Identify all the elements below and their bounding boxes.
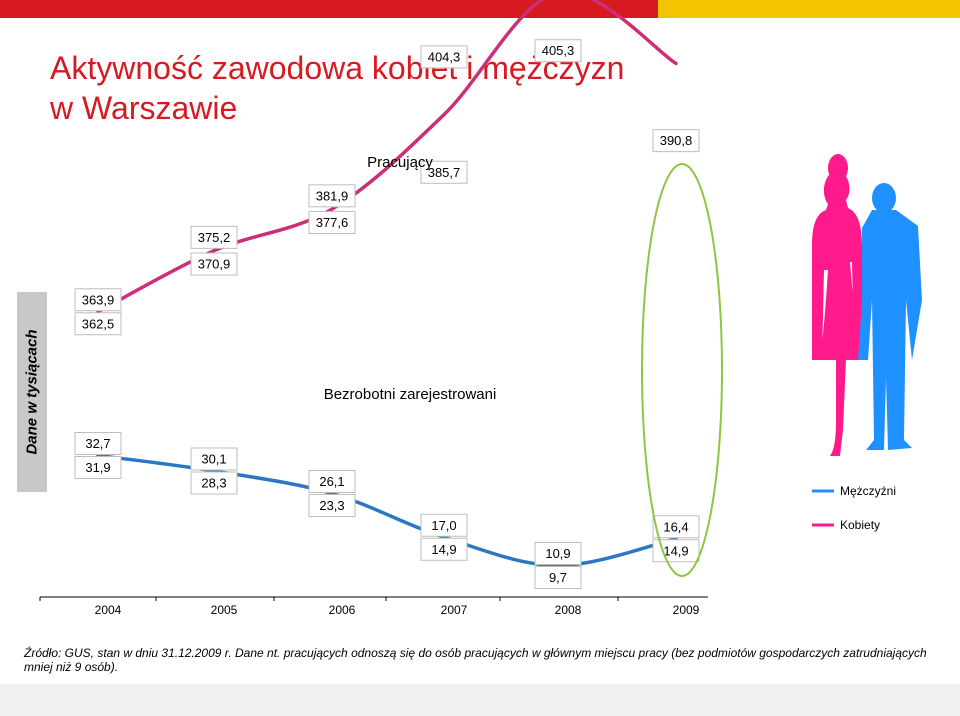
data-label-box [308, 494, 356, 517]
data-label-box [74, 288, 122, 312]
data-label-pracujacy-k-2005: 370,9 [190, 252, 238, 276]
data-label-box [534, 542, 582, 565]
data-label-text: 405,3 [542, 43, 575, 58]
data-label-pracujacy-m-2004: 363,9 [74, 288, 122, 312]
y-axis-label-box [17, 292, 47, 492]
x-tick-label-2009: 2009 [673, 603, 700, 617]
legend-label-women: Kobiety [840, 518, 880, 532]
bottom-banner [0, 684, 960, 716]
data-label-box [534, 39, 582, 63]
data-label-box [420, 160, 468, 184]
data-label-box [308, 210, 356, 234]
data-label-pracujacy-m-2006: 381,9 [308, 184, 356, 208]
data-label-bezrobotni-k-2009: 16,4 [652, 515, 700, 539]
data-label-box [308, 470, 356, 493]
data-label-pracujacy-k-2007: 385,7 [420, 160, 468, 184]
data-label-bezrobotni-k-2008: 10,9 [534, 542, 582, 565]
x-tick-label-2007: 2007 [441, 603, 468, 617]
data-label-box [190, 471, 238, 495]
data-label-text: 32,7 [85, 436, 110, 451]
data-label-box [74, 432, 122, 455]
section-label-pracujacy: Pracujący [367, 154, 433, 171]
woman-silhouette-icon [812, 154, 862, 456]
x-tick-label-2006: 2006 [329, 603, 356, 617]
highlight-2009 [641, 163, 723, 577]
top-banner-red [0, 0, 658, 18]
data-label-pracujacy-k-2009: 390,8 [652, 129, 700, 153]
data-labels: 363,9375,2381,9404,3424,2415,7362,5370,9… [74, 39, 700, 589]
data-label-text: 390,8 [660, 133, 693, 148]
data-label-text: 30,1 [201, 452, 226, 467]
data-label-text: 370,9 [198, 257, 231, 272]
bezrobotni-trend-line [96, 453, 678, 568]
figures [812, 154, 922, 456]
data-label-box [652, 129, 700, 153]
top-banner [0, 0, 960, 18]
data-label-box [420, 45, 468, 69]
data-label-bezrobotni-k-2005: 30,1 [190, 447, 238, 471]
data-label-box [74, 456, 122, 479]
slide-title-line2: w Warszawie [50, 90, 238, 126]
data-label-pracujacy-k-2006: 377,6 [308, 210, 356, 234]
data-label-bezrobotni-k-2004: 32,7 [74, 432, 122, 455]
data-label-bezrobotni-m-2006: 23,3 [308, 494, 356, 517]
data-label-text: 14,9 [663, 543, 688, 558]
data-label-text: 16,4 [663, 519, 688, 534]
x-axis: 2004 2005 2006 2007 2008 2009 [39, 596, 708, 617]
legend-label-men: Mężczyźni [840, 484, 896, 498]
data-label-box [420, 513, 468, 537]
data-label-text: 381,9 [316, 188, 349, 203]
data-label-bezrobotni-m-2007: 14,9 [420, 537, 468, 561]
data-label-text: 375,2 [198, 230, 231, 245]
data-label-text: 14,9 [431, 542, 456, 557]
data-label-text: 31,9 [85, 460, 110, 475]
section-labels: Pracujący Bezrobotni zarejestrowani [324, 154, 497, 403]
data-label-bezrobotni-k-2007: 17,0 [420, 513, 468, 537]
data-label-text: 10,9 [545, 546, 570, 561]
data-label-pracujacy-m-2007: 404,3 [420, 45, 468, 69]
chart-lines [96, 0, 678, 568]
highlight-ellipse [641, 163, 723, 577]
data-label-text: 28,3 [201, 476, 226, 491]
data-label-box [308, 184, 356, 208]
data-label-text: 362,5 [82, 316, 115, 331]
data-label-text: 9,7 [549, 570, 567, 585]
data-label-box [190, 225, 238, 249]
data-label-box [420, 537, 468, 561]
slide-title: Aktywność zawodowa kobiet i mężczyzn w W… [50, 48, 624, 128]
data-label-pracujacy-m-2005: 375,2 [190, 225, 238, 249]
man-silhouette-icon [858, 183, 922, 450]
slide-title-line1: Aktywność zawodowa kobiet i mężczyzn [50, 50, 625, 86]
data-label-text: 363,9 [82, 292, 115, 307]
data-label-bezrobotni-m-2004: 31,9 [74, 456, 122, 479]
data-label-box [190, 447, 238, 471]
top-banner-yellow [658, 0, 960, 18]
data-label-box [190, 252, 238, 276]
section-label-bezrobotni: Bezrobotni zarejestrowani [324, 386, 497, 403]
data-label-text: 377,6 [316, 215, 349, 230]
x-tick-label-2008: 2008 [555, 603, 582, 617]
data-label-box [74, 312, 122, 336]
data-label-box [652, 515, 700, 539]
data-label-bezrobotni-k-2006: 26,1 [308, 470, 356, 493]
data-label-text: 404,3 [428, 49, 461, 64]
data-label-text: 23,3 [319, 498, 344, 513]
source-note: Źródło: GUS, stan w dniu 31.12.2009 r. D… [24, 646, 927, 674]
data-label-bezrobotni-m-2005: 28,3 [190, 471, 238, 495]
data-label-bezrobotni-m-2008: 9,7 [534, 566, 582, 589]
data-label-box [534, 566, 582, 589]
data-label-pracujacy-k-2004: 362,5 [74, 312, 122, 336]
legend: Mężczyźni Kobiety [812, 484, 896, 532]
x-tick-label-2004: 2004 [95, 603, 122, 617]
data-label-text: 385,7 [428, 165, 461, 180]
data-label-text: 26,1 [319, 474, 344, 489]
data-label-text: 17,0 [431, 518, 456, 533]
data-label-pracujacy-k-2008: 405,3 [534, 39, 582, 63]
x-tick-label-2005: 2005 [211, 603, 238, 617]
